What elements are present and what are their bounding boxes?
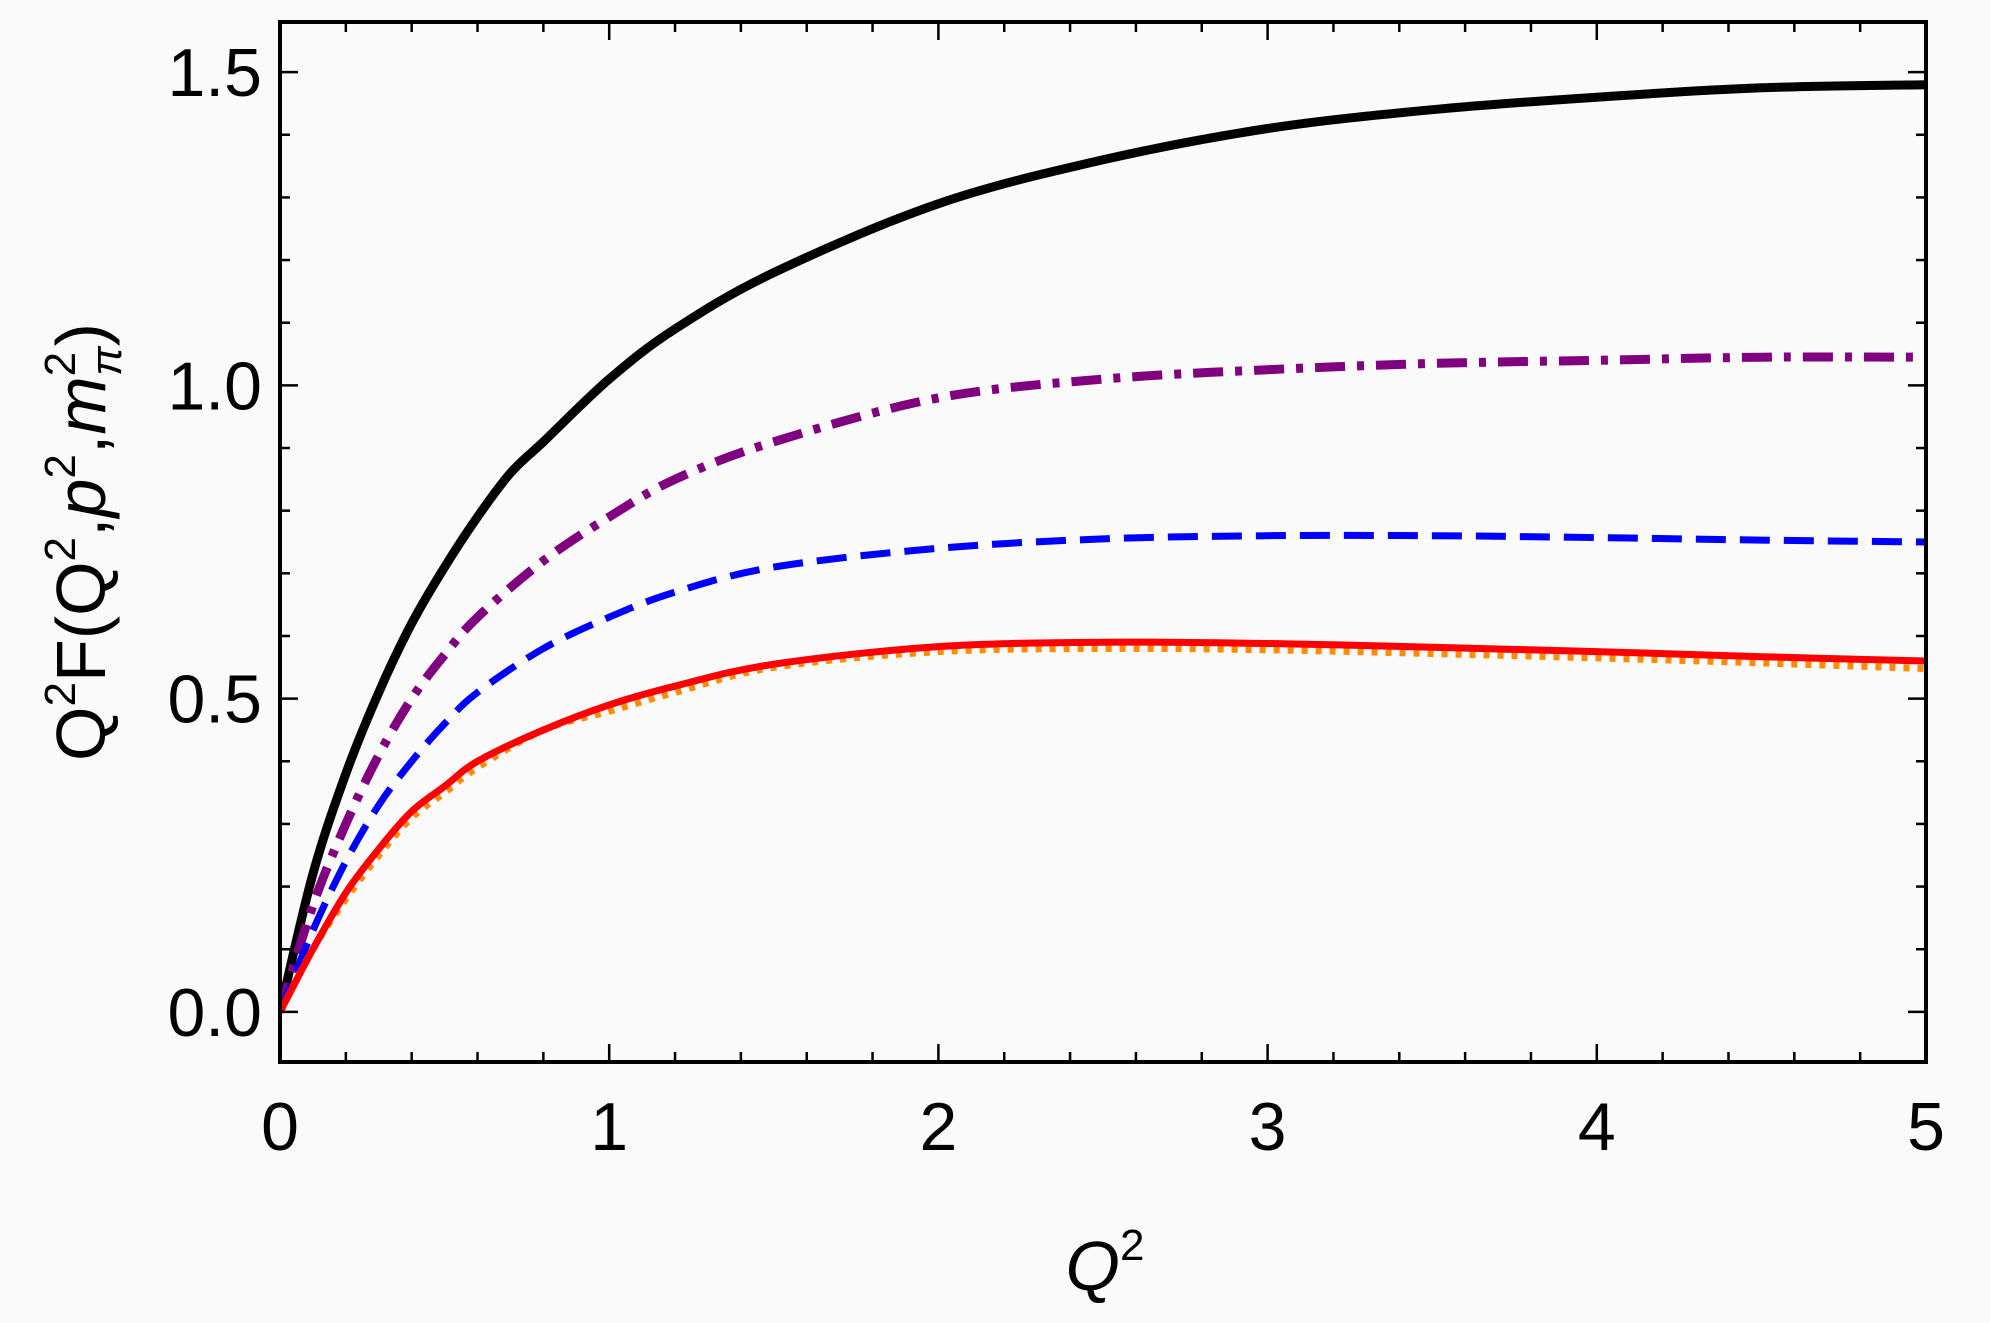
x-axis-title: Q2 — [1066, 1221, 1145, 1305]
series-line-5 — [280, 638, 1926, 1014]
y-title-sep1: , — [42, 518, 120, 537]
y-title-p-sup: 2 — [36, 454, 85, 478]
x-tick-label: 5 — [1907, 1089, 1945, 1165]
ticks-layer — [278, 22, 1928, 1062]
y-title-close: ) — [42, 323, 120, 346]
x-axis-title-sup: 2 — [1120, 1221, 1144, 1270]
series-line-4 — [280, 644, 1926, 1014]
series-line-1 — [280, 80, 1926, 1013]
series-line-2 — [280, 352, 1926, 1014]
y-title-q2-sup: 2 — [36, 537, 85, 561]
y-tick-label: 1.0 — [167, 348, 262, 424]
y-title-q2: Q — [42, 561, 120, 615]
y-axis-title: Q2F(Q2,p2,m2π) — [36, 323, 131, 761]
tick-labels-layer: 0 1 2 3 4 5 0.0 0.5 1.0 1.5 — [167, 35, 1944, 1165]
y-tick-label: 1.5 — [167, 35, 262, 111]
y-title-f: F( — [42, 616, 120, 682]
y-title-m: m — [42, 376, 120, 434]
y-title-q: Q — [42, 706, 120, 760]
x-tick-label: 4 — [1578, 1089, 1616, 1165]
y-tick-label: 0.5 — [167, 662, 262, 738]
y-axis-title-group: Q2F(Q2,p2,m2π) — [36, 323, 131, 761]
y-tick-label: 0.0 — [167, 975, 262, 1051]
series-line-3 — [280, 531, 1926, 1014]
y-title-q-sup: 2 — [36, 682, 85, 706]
x-tick-label: 3 — [1249, 1089, 1287, 1165]
x-axis-title-q: Q — [1066, 1227, 1120, 1305]
series-layer — [280, 80, 1926, 1014]
x-tick-label: 1 — [590, 1089, 628, 1165]
y-title-sep2: , — [42, 435, 120, 454]
y-title-m-sup: 2 — [36, 352, 85, 376]
y-title-p: p — [42, 479, 120, 520]
x-tick-label: 0 — [261, 1089, 299, 1165]
y-title-m-sub: π — [82, 345, 131, 376]
plot-frame — [278, 20, 1928, 1064]
x-tick-label: 2 — [919, 1089, 957, 1165]
